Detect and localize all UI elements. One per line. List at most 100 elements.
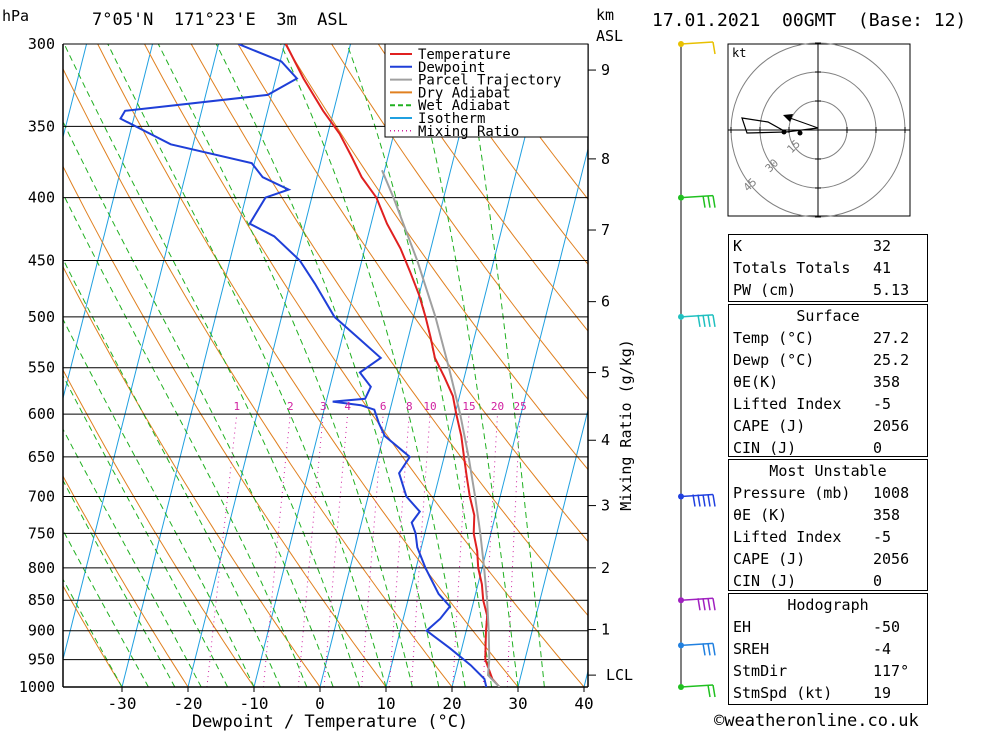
isotherm-line	[385, 44, 550, 687]
mixing-ratio-label: 15	[462, 400, 475, 413]
indices-row: Lifted Index -5	[729, 393, 927, 415]
indices-value: 358	[873, 506, 901, 524]
mixing-ratio-line	[262, 414, 291, 687]
wind-barb	[680, 194, 716, 208]
indices-value: -5	[873, 528, 892, 546]
mixing-ratio-label: 6	[380, 400, 387, 413]
km-tick-label: 8	[601, 150, 610, 168]
legend-label: Isotherm	[418, 111, 485, 127]
indices-row: Temp (°C) 27.2	[729, 327, 927, 349]
wet-adiabat-line	[63, 578, 123, 687]
wind-barb-flag	[702, 598, 706, 611]
x-tick-label: -30	[108, 694, 137, 713]
mixing-ratio-line	[206, 414, 238, 687]
wet-adiabat-line	[63, 120, 334, 687]
wind-barb	[680, 314, 716, 327]
legend-label: Dewpoint	[418, 60, 485, 76]
indices-row: StmSpd (kt) 19	[729, 682, 927, 704]
indices-row: θE (K) 358	[729, 504, 927, 526]
wind-barb-flag	[712, 195, 716, 208]
wind-barb-flag	[707, 684, 711, 698]
asl-unit: ASL	[596, 27, 624, 45]
x-tick-label: 10	[376, 694, 395, 713]
mixing-ratio-line	[323, 414, 349, 687]
hodograph-point	[781, 129, 787, 135]
pressure-tick-label: 950	[28, 651, 55, 669]
mixing-ratio-label: 8	[406, 400, 413, 413]
wet-adiabat-line	[63, 318, 255, 687]
indices-key: Lifted Index	[733, 528, 842, 546]
indices-row: StmDir 117°	[729, 660, 927, 682]
km-tick-label: 1	[601, 621, 610, 639]
wind-barb-flag	[702, 314, 706, 327]
legend-label: Temperature	[418, 47, 511, 63]
isotherm-line	[187, 44, 352, 687]
wind-barb-flag	[712, 494, 716, 507]
isotherm-line	[451, 146, 588, 687]
mixing-ratio-label: 3	[320, 400, 327, 413]
indices-key: CAPE (J)	[733, 417, 806, 435]
indices-section-title: Surface	[729, 305, 927, 327]
km-tick-label: 3	[601, 497, 610, 515]
km-tick-label: 2	[601, 559, 610, 577]
indices-row: CAPE (J) 2056	[729, 415, 927, 437]
dry-adiabat-line	[424, 44, 588, 266]
indices-title-text: Most Unstable	[769, 462, 887, 480]
pressure-tick-label: 500	[28, 308, 55, 326]
wind-barb-flag	[707, 494, 711, 507]
wet-adiabat-line	[157, 44, 413, 687]
dry-adiabat-line	[237, 44, 588, 543]
km-unit: km	[596, 6, 615, 24]
wind-barb	[680, 41, 716, 55]
indices-value: -50	[873, 618, 901, 636]
wind-barb-flag	[712, 684, 716, 698]
pressure-tick-label: 400	[28, 189, 55, 207]
mixing-ratio-label: 4	[344, 400, 351, 413]
indices-value: 117°	[873, 662, 910, 680]
x-tick-label: -10	[240, 694, 269, 713]
wind-barb-shaft	[680, 41, 714, 45]
wind-barb-flag	[702, 195, 706, 208]
mixing-ratio-label: 20	[491, 400, 504, 413]
wind-barb-flag	[707, 598, 711, 611]
km-tick-label: 5	[601, 364, 610, 382]
indices-title-text: Surface	[796, 307, 860, 325]
wind-barb-flag	[712, 643, 716, 656]
pressure-tick-label: 800	[28, 559, 55, 577]
indices-surface-panel: Surface Temp (°C) 27.2 Dewp (°C) 25.2 θE(K) 35…	[728, 304, 928, 457]
indices-key: Pressure (mb)	[733, 484, 851, 502]
indices-row: Totals Totals 41	[729, 257, 927, 279]
indices-value: 0	[873, 572, 883, 590]
dewpoint-profile	[119, 44, 488, 687]
indices-value: -4	[873, 640, 892, 658]
indices-value: 2056	[873, 417, 910, 435]
wind-barb-flag	[692, 494, 696, 507]
wind-barb	[680, 597, 716, 611]
dry-adiabat-line	[144, 44, 585, 687]
indices-row: θE(K) 358	[729, 371, 927, 393]
indices-key: CAPE (J)	[733, 550, 806, 568]
indices-key: StmDir	[733, 662, 788, 680]
indices-key: CIN (J)	[733, 572, 797, 590]
x-tick-label: 40	[574, 694, 593, 713]
mixing-ratio-label: 10	[423, 400, 436, 413]
wind-barb-flag	[702, 643, 706, 656]
wind-barb-flag	[712, 41, 716, 55]
pressure-unit: hPa	[2, 7, 30, 25]
indices-row: Pressure (mb) 1008	[729, 482, 927, 504]
hodograph-storm-marker	[783, 114, 793, 122]
hodograph-storm-line	[789, 117, 819, 129]
legend-label: Parcel Trajectory	[418, 73, 561, 89]
indices-key: EH	[733, 618, 752, 636]
hodograph-point	[797, 130, 803, 136]
wind-barb-flag	[697, 314, 701, 327]
pressure-tick-label: 750	[28, 524, 55, 542]
indices-row: CIN (J) 0	[729, 437, 927, 459]
indices-value: 1008	[873, 484, 910, 502]
indices-key: θE (K)	[733, 506, 788, 524]
km-tick-label: 9	[601, 61, 610, 79]
indices-mu-panel: Most Unstable Pressure (mb) 1008 θE (K) 358 L…	[728, 459, 928, 591]
indices-value: 2056	[873, 550, 910, 568]
mixing-ratio-label: 2	[287, 400, 294, 413]
pressure-tick-label: 450	[28, 252, 55, 270]
